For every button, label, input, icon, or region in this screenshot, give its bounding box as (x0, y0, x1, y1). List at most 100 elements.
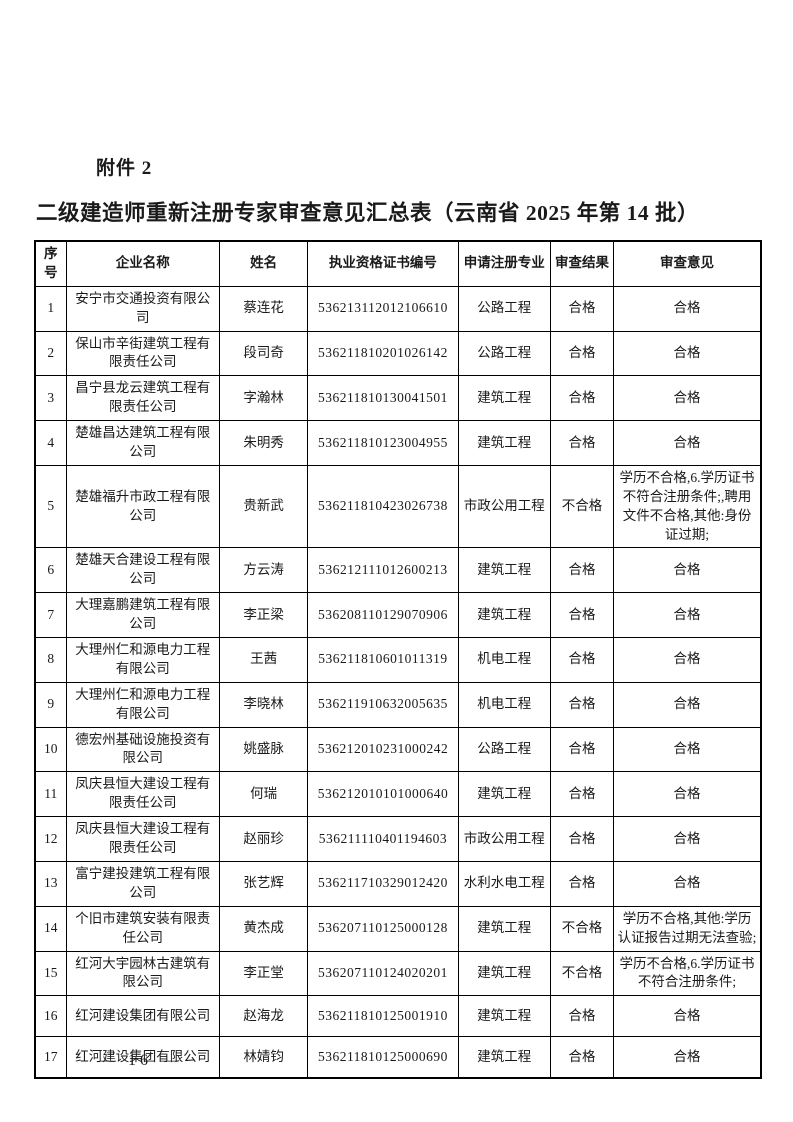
certificate-number: 536211910632005635 (307, 681, 459, 728)
registration-specialty: 建筑工程 (457, 375, 551, 422)
certificate-number: 536211810125001910 (307, 995, 459, 1038)
row-number: 3 (34, 375, 67, 422)
company-name: 红河大宇园林古建筑有限公司 (65, 950, 221, 997)
review-result: 合格 (549, 375, 615, 422)
table-row: 2 保山市辛街建筑工程有限责任公司 段司奇 536211810201026142… (34, 330, 762, 377)
table-row: 14 个旧市建筑安装有限责任公司 黄杰成 536207110125000128 … (34, 905, 762, 952)
review-result: 合格 (549, 637, 615, 683)
person-name: 李晓林 (218, 681, 309, 728)
row-number: 1 (34, 285, 67, 332)
registration-specialty: 建筑工程 (457, 905, 551, 952)
person-name: 黄杰成 (218, 905, 309, 952)
person-name: 姚盛脉 (218, 726, 309, 773)
table-header: 序号 企业名称 姓名 执业资格证书编号 申请注册专业 审查结果 审查意见 (34, 240, 762, 287)
table-row: 6 楚雄天合建设工程有限公司 方云涛 536212111012600213 建筑… (34, 547, 762, 594)
table-row: 17 红河建设集团有限公司 林婧钧 536211810125000690 建筑工… (34, 1036, 762, 1079)
person-name: 字瀚林 (218, 375, 309, 422)
company-name: 楚雄天合建设工程有限公司 (65, 547, 221, 594)
certificate-number: 536211810130041501 (307, 375, 459, 422)
review-result: 不合格 (549, 950, 615, 997)
row-number: 15 (34, 950, 67, 997)
table-row: 15 红河大宇园林古建筑有限公司 李正堂 536207110124020201 … (34, 950, 762, 997)
registration-specialty: 市政公用工程 (457, 464, 551, 549)
registration-specialty: 建筑工程 (457, 950, 551, 997)
company-name: 楚雄昌达建筑工程有限公司 (65, 420, 221, 466)
review-result: 合格 (549, 1036, 615, 1079)
row-number: 6 (34, 547, 67, 594)
review-result: 合格 (549, 420, 615, 466)
table-row: 5 楚雄福升市政工程有限公司 贵新武 536211810423026738 市政… (34, 464, 762, 549)
person-name: 何瑞 (218, 771, 309, 818)
review-result: 合格 (549, 860, 615, 907)
company-name: 保山市辛街建筑工程有限责任公司 (65, 330, 221, 377)
row-number: 11 (34, 771, 67, 818)
review-opinion: 合格 (613, 726, 762, 773)
company-name: 楚雄福升市政工程有限公司 (65, 464, 221, 549)
registration-specialty: 建筑工程 (457, 995, 551, 1038)
row-number: 5 (34, 464, 67, 549)
company-name: 凤庆县恒大建设工程有限责任公司 (65, 816, 221, 862)
row-number: 7 (34, 592, 67, 639)
registration-specialty: 建筑工程 (457, 771, 551, 818)
table-row: 3 昌宁县龙云建筑工程有限责任公司 字瀚林 536211810130041501… (34, 375, 762, 422)
registration-specialty: 公路工程 (457, 330, 551, 377)
company-name: 大理嘉鹏建筑工程有限公司 (65, 592, 221, 639)
review-opinion: 合格 (613, 681, 762, 728)
registration-specialty: 公路工程 (457, 726, 551, 773)
certificate-number: 536208110129070906 (307, 592, 459, 639)
person-name: 赵海龙 (218, 995, 309, 1038)
person-name: 赵丽珍 (218, 816, 309, 862)
review-table: 序号 企业名称 姓名 执业资格证书编号 申请注册专业 审查结果 审查意见 1 安… (34, 240, 762, 1080)
table-row: 11 凤庆县恒大建设工程有限责任公司 何瑞 536212010101000640… (34, 771, 762, 818)
certificate-number: 536212010231000242 (307, 726, 459, 773)
review-opinion: 合格 (613, 860, 762, 907)
company-name: 凤庆县恒大建设工程有限责任公司 (65, 771, 221, 818)
header-specialty: 申请注册专业 (457, 240, 551, 287)
review-result: 合格 (549, 816, 615, 862)
table-row: 13 富宁建投建筑工程有限公司 张艺辉 536211710329012420 水… (34, 860, 762, 907)
company-name: 德宏州基础设施投资有限公司 (65, 726, 221, 773)
row-number: 4 (34, 420, 67, 466)
review-opinion: 合格 (613, 995, 762, 1038)
company-name: 昌宁县龙云建筑工程有限责任公司 (65, 375, 221, 422)
registration-specialty: 水利水电工程 (457, 860, 551, 907)
certificate-number: 536211710329012420 (307, 860, 459, 907)
table-row: 8 大理州仁和源电力工程有限公司 王茜 536211810601011319 机… (34, 637, 762, 683)
row-number: 16 (34, 995, 67, 1038)
table-row: 4 楚雄昌达建筑工程有限公司 朱明秀 536211810123004955 建筑… (34, 420, 762, 466)
header-cert-no: 执业资格证书编号 (307, 240, 459, 287)
table-row: 1 安宁市交通投资有限公司 蔡连花 536213112012106610 公路工… (34, 285, 762, 332)
header-name: 姓名 (218, 240, 309, 287)
review-opinion: 合格 (613, 592, 762, 639)
table-row: 9 大理州仁和源电力工程有限公司 李晓林 536211910632005635 … (34, 681, 762, 728)
certificate-number: 536211810125000690 (307, 1036, 459, 1079)
review-result: 合格 (549, 547, 615, 594)
header-no: 序号 (34, 240, 67, 287)
review-opinion: 合格 (613, 771, 762, 818)
registration-specialty: 建筑工程 (457, 420, 551, 466)
person-name: 王茜 (218, 637, 309, 683)
registration-specialty: 机电工程 (457, 637, 551, 683)
person-name: 林婧钧 (218, 1036, 309, 1079)
review-result: 不合格 (549, 464, 615, 549)
review-opinion: 学历不合格,其他:学历认证报告过期无法查验; (613, 905, 762, 952)
registration-specialty: 市政公用工程 (457, 816, 551, 862)
person-name: 蔡连花 (218, 285, 309, 332)
person-name: 李正梁 (218, 592, 309, 639)
certificate-number: 536213112012106610 (307, 285, 459, 332)
person-name: 张艺辉 (218, 860, 309, 907)
review-opinion: 合格 (613, 637, 762, 683)
review-opinion: 合格 (613, 285, 762, 332)
certificate-number: 536211810123004955 (307, 420, 459, 466)
row-number: 10 (34, 726, 67, 773)
row-number: 2 (34, 330, 67, 377)
review-result: 合格 (549, 330, 615, 377)
table-row: 16 红河建设集团有限公司 赵海龙 536211810125001910 建筑工… (34, 995, 762, 1038)
header-opinion: 审查意见 (613, 240, 762, 287)
table-row: 10 德宏州基础设施投资有限公司 姚盛脉 536212010231000242 … (34, 726, 762, 773)
row-number: 8 (34, 637, 67, 683)
registration-specialty: 公路工程 (457, 285, 551, 332)
certificate-number: 536207110125000128 (307, 905, 459, 952)
review-opinion: 合格 (613, 816, 762, 862)
